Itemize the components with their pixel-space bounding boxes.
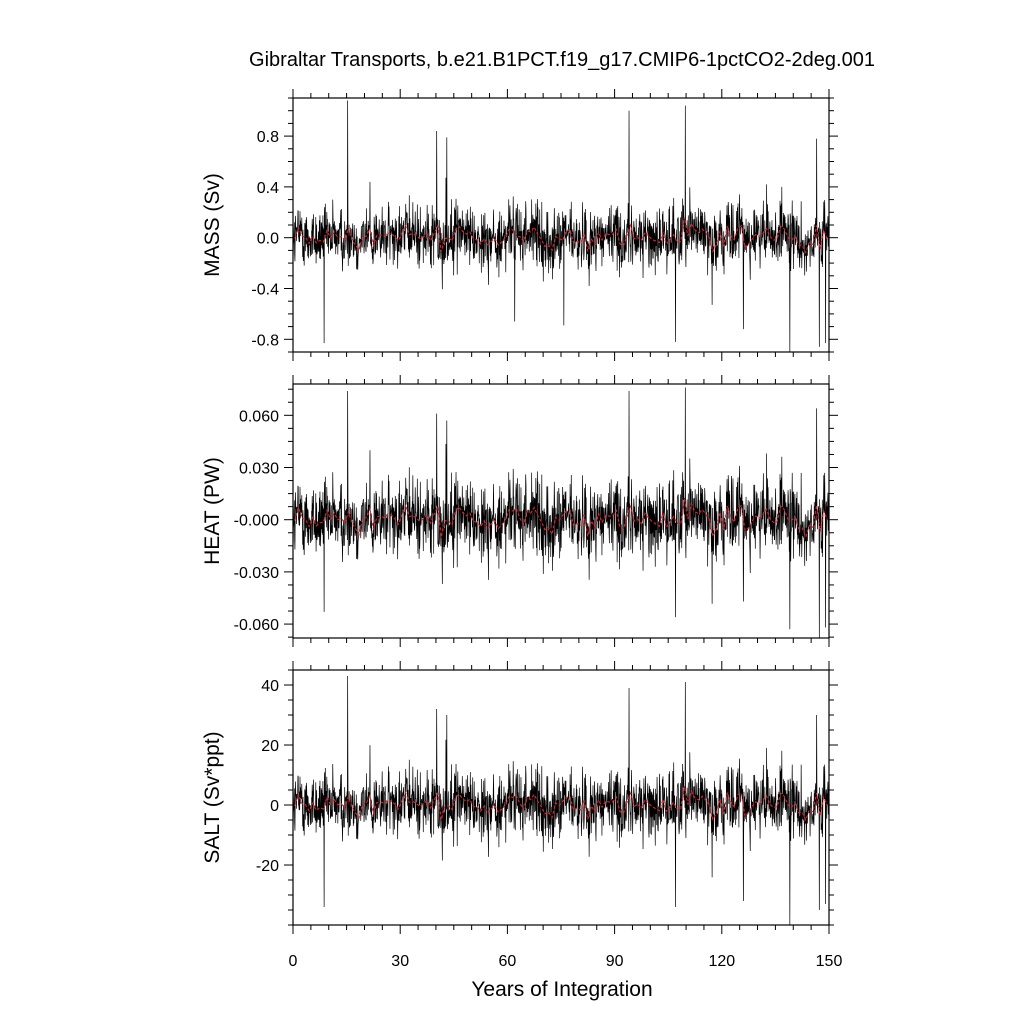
panel-0: 0.8 0.4 0.0 -0.4 -0.8 MASS (Sv) [201,89,838,361]
y-tick-label: -20 [256,858,279,875]
y-axis-label: MASS (Sv) [201,173,224,277]
x-tick-label: 60 [499,953,517,970]
panels-group: 0.8 0.4 0.0 -0.4 -0.8 MASS (Sv) 0.060 0.030 -0.0… [201,89,838,934]
x-axis-label: Years of Integration [471,978,652,1001]
series-monthly-line [293,100,829,352]
y-tick-label: 0.8 [257,129,279,146]
x-tick-label: 90 [606,953,624,970]
panel-2: 40 20 0 -20 SALT (Sv*ppt) [201,661,838,934]
panel-2-data [293,675,829,925]
y-tick-label: -0.000 [234,513,279,530]
panel-0-data [293,100,829,352]
panel-0-frame [292,97,830,353]
y-tick-label: 0 [270,798,279,815]
y-tick-label: 0.030 [239,461,279,478]
panel-1-data [293,387,829,638]
panel-1: 0.060 0.030 -0.000 -0.030 -0.060 HEAT (PW) [201,375,838,647]
y-tick-label: -0.060 [234,617,279,634]
chart-title: Gibraltar Transports, b.e21.B1PCT.f19_g1… [249,49,875,71]
x-tick-label: 0 [289,953,298,970]
y-tick-label: -0.8 [251,332,279,349]
y-tick-label: 0.060 [239,408,279,425]
y-axis-label: SALT (Sv*ppt) [201,731,224,863]
x-tick-label: 120 [708,953,735,970]
y-axis-label: HEAT (PW) [201,457,224,565]
x-tick-label: 150 [816,953,843,970]
x-axis: 0 30 60 90 120 150 [289,953,843,970]
x-tick-label: 30 [391,953,409,970]
y-tick-label: -0.030 [234,565,279,582]
series-monthly-line [293,675,829,925]
series-annual-mean-line [294,786,828,822]
y-tick-label: 0.0 [257,231,279,248]
series-monthly-line [293,387,829,638]
series-annual-mean-line [294,217,828,254]
series-annual-mean-line [294,498,828,539]
y-tick-label: 40 [261,678,279,695]
y-tick-label: 20 [261,738,279,755]
y-tick-label: -0.4 [251,282,279,299]
y-tick-label: 0.4 [257,180,279,197]
